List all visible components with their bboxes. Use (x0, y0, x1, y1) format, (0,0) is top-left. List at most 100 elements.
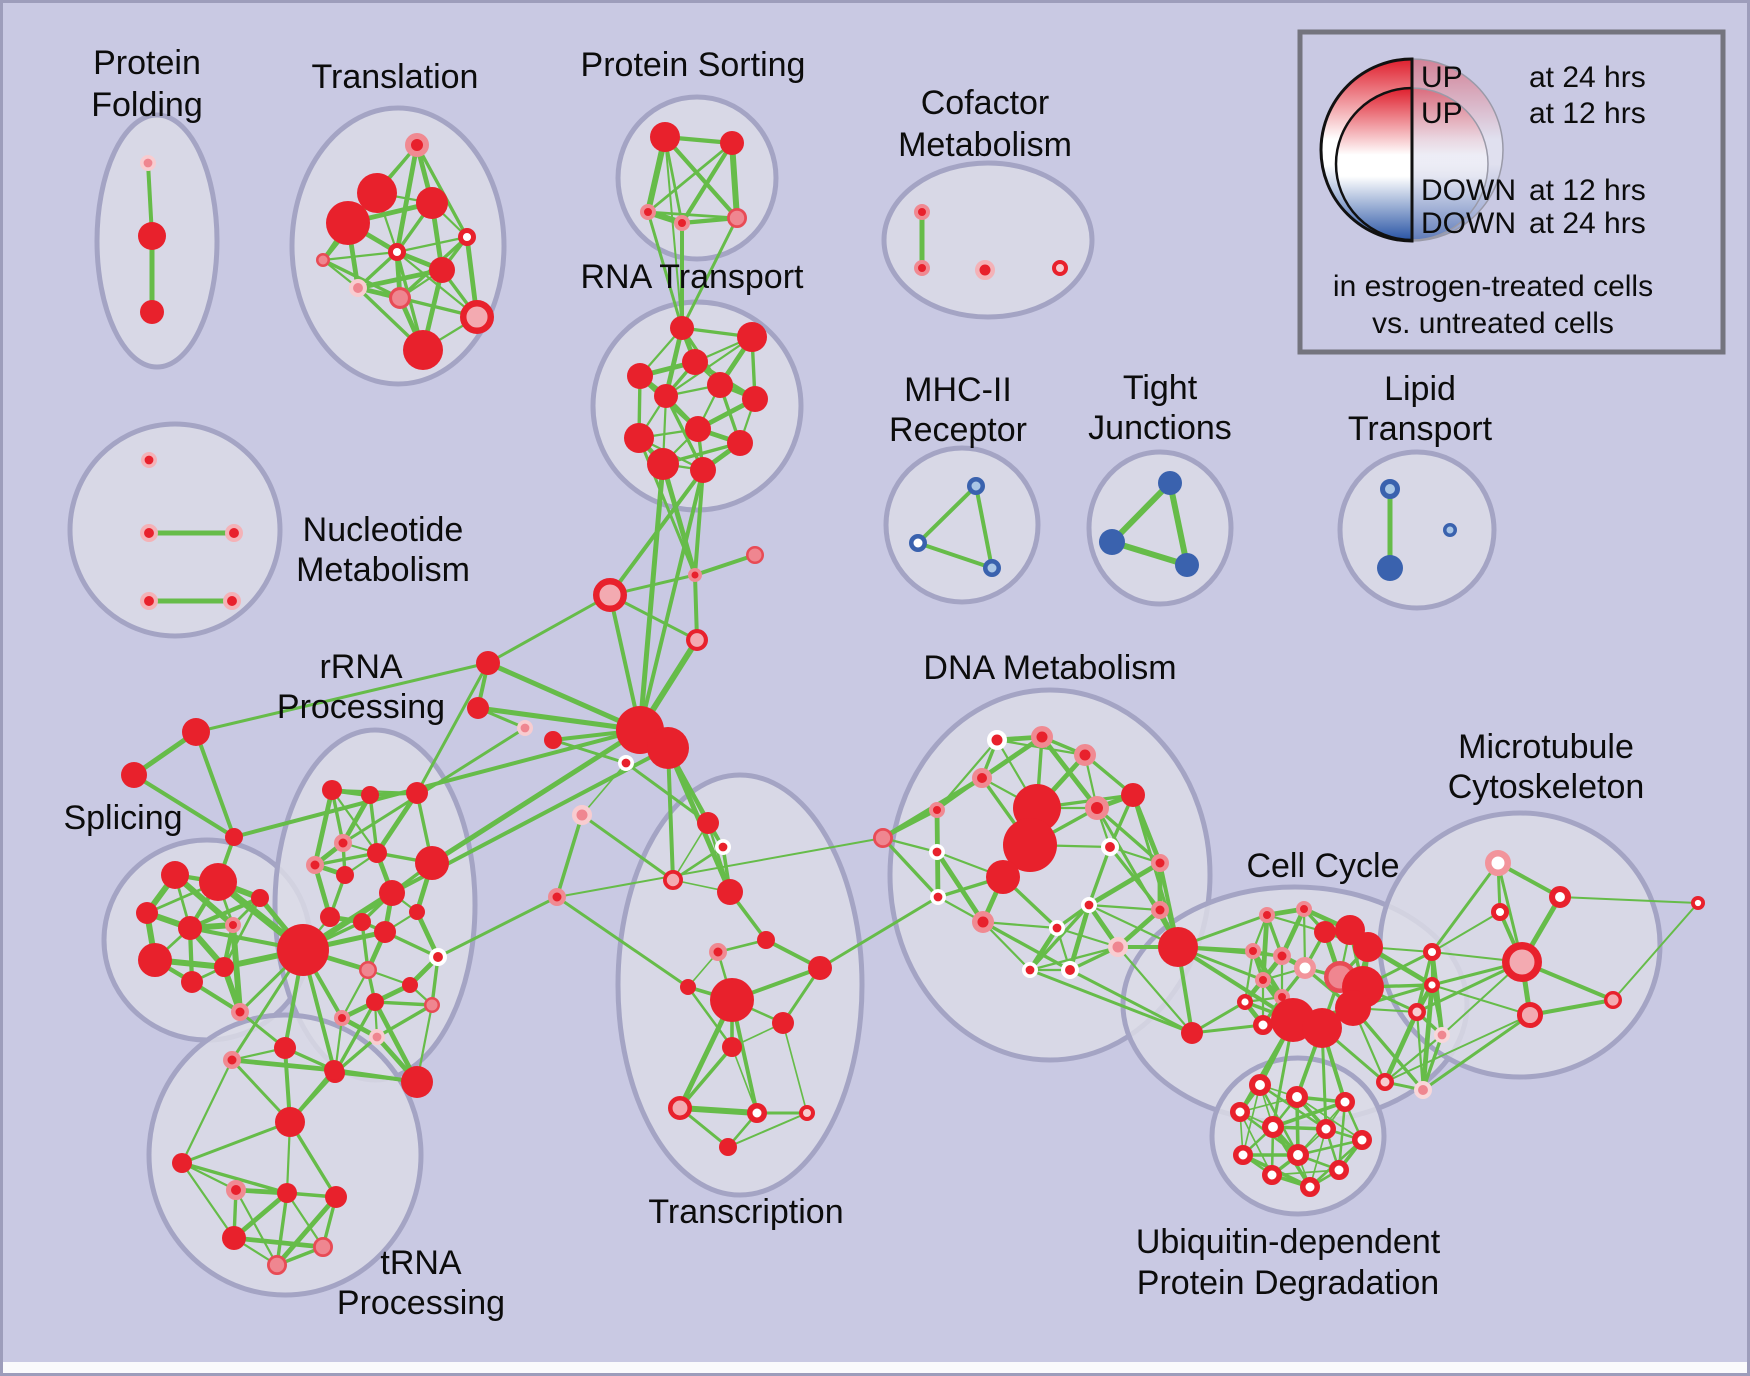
network-edge (672, 822, 709, 881)
network-node-tn-98 (223, 1051, 241, 1069)
network-node-cc-154 (1245, 943, 1261, 959)
network-node-rr-88 (359, 961, 378, 980)
cluster-label-rna-transport: RNA Transport (581, 258, 805, 296)
network-edge (395, 235, 469, 254)
network-edge (979, 734, 1045, 781)
network-node-cc-163 (1335, 990, 1371, 1026)
network-node-nm-40 (222, 592, 241, 611)
network-edge (485, 660, 643, 733)
cluster-ellipse-rna-transport (590, 299, 804, 513)
network-node-tj-44 (1158, 471, 1182, 495)
network-node-ub-182 (1262, 1165, 1282, 1185)
network-node-rr-95 (401, 1066, 433, 1098)
legend-direction-label-2: DOWN (1421, 174, 1516, 207)
cluster-ellipse-nucleotide-metabolism (67, 421, 283, 639)
network-edge (680, 216, 739, 330)
network-node-dm-148 (1181, 1022, 1203, 1044)
legend: UP at 24 hrs UP at 12 hrs DOWN at 12 hrs DOWN a… (1297, 29, 1726, 355)
network-node-tc-110 (717, 879, 743, 905)
network-node-br-55 (647, 727, 689, 769)
network-edge (1528, 998, 1615, 1017)
cluster-label-dna-metabolism: DNA Metabolism (923, 649, 1176, 687)
network-node-rt-29 (654, 384, 678, 408)
network-node-tn-96 (275, 1107, 305, 1137)
cluster-ellipse-mhc-ii-receptor (883, 445, 1041, 605)
network-edge (551, 738, 628, 765)
network-edge (1086, 860, 1163, 908)
network-node-mhc-41 (967, 477, 985, 495)
network-node-rr-77 (334, 834, 352, 852)
network-node-tc-111 (757, 931, 775, 949)
network-node-cc-166 (1422, 942, 1441, 961)
network-node-pf-2 (140, 300, 164, 324)
network-edge (132, 773, 236, 839)
network-node-ub-175 (1230, 1102, 1250, 1122)
cluster-ellipse-lipid-transport (1337, 449, 1497, 611)
network-node-ub-177 (1316, 1119, 1336, 1139)
network-edge (275, 1191, 289, 1267)
network-node-tr-11 (348, 278, 367, 297)
cluster-label-cofactor-metabolism: Metabolism (898, 126, 1072, 164)
network-edge (1296, 1096, 1363, 1141)
network-edge (321, 258, 402, 300)
network-node-tc-114 (710, 978, 754, 1022)
network-edge (321, 250, 399, 262)
network-edge (686, 985, 734, 1049)
cluster-label-microtubule-cytoskeleton: Microtubule (1458, 728, 1634, 766)
network-nodes (121, 122, 1706, 1276)
cluster-label-trna-processing: tRNA (380, 1244, 462, 1282)
network-edge (981, 920, 1072, 972)
network-node-tc-124 (808, 956, 832, 980)
network-edge (729, 140, 740, 221)
cluster-label-protein-folding: Folding (91, 86, 203, 124)
network-node-dm-132 (873, 828, 894, 849)
cluster-label-cofactor-metabolism: Cofactor (921, 84, 1050, 122)
network-node-tc-123 (548, 888, 566, 906)
network-edge (180, 1161, 238, 1192)
network-node-tc-122 (572, 805, 592, 825)
network-node-tc-120 (719, 1138, 737, 1156)
network-edge (580, 813, 675, 882)
network-node-rr-90 (366, 993, 384, 1011)
network-node-rr-84 (353, 913, 371, 931)
network-node-pf-0 (140, 155, 157, 172)
network-edge (333, 1000, 377, 1075)
network-node-ub-181 (1329, 1160, 1349, 1180)
network-edge (373, 1000, 434, 1007)
network-edge (1116, 945, 1194, 1035)
network-edge (1087, 903, 1162, 912)
network-edge (660, 461, 698, 578)
network-edge (187, 895, 263, 931)
network-edge (1430, 861, 1500, 954)
network-edge (818, 895, 940, 970)
network-node-rt-34 (647, 448, 679, 480)
network-edge (180, 1058, 234, 1165)
network-node-rr-89 (402, 977, 418, 993)
network-edge (638, 468, 705, 732)
network-node-tn-103 (325, 1186, 347, 1208)
network-edge (1559, 896, 1699, 904)
network-edge (1190, 1023, 1265, 1035)
network-edge (222, 896, 262, 969)
network-node-ub-174 (1335, 1092, 1355, 1112)
cluster-label-tight-junctions: Tight (1123, 369, 1198, 407)
network-edge (1421, 1013, 1532, 1092)
network-node-br-61 (121, 762, 147, 788)
network-edge (727, 1112, 808, 1148)
network-node-sp-67 (251, 889, 269, 907)
cluster-ellipse-cofactor-metabolism (881, 160, 1095, 320)
network-node-tr-13 (460, 300, 495, 335)
legend-time-label-1: at 12 hrs (1529, 97, 1646, 130)
network-node-co-20 (914, 204, 930, 220)
network-node-cc-165 (1302, 1008, 1342, 1048)
cluster-label-transcription: Transcription (648, 1193, 843, 1231)
network-node-nm-37 (139, 524, 158, 543)
cluster-label-cell-cycle: Cell Cycle (1246, 847, 1399, 885)
network-node-rt-24 (670, 316, 694, 340)
legend-time-label-2: at 12 hrs (1529, 174, 1646, 207)
network-node-lt-49 (1443, 523, 1457, 537)
network-node-rt-28 (707, 372, 733, 398)
legend-direction-label-3: DOWN (1421, 207, 1516, 240)
cluster-label-mhc-ii-receptor: Receptor (889, 411, 1027, 449)
